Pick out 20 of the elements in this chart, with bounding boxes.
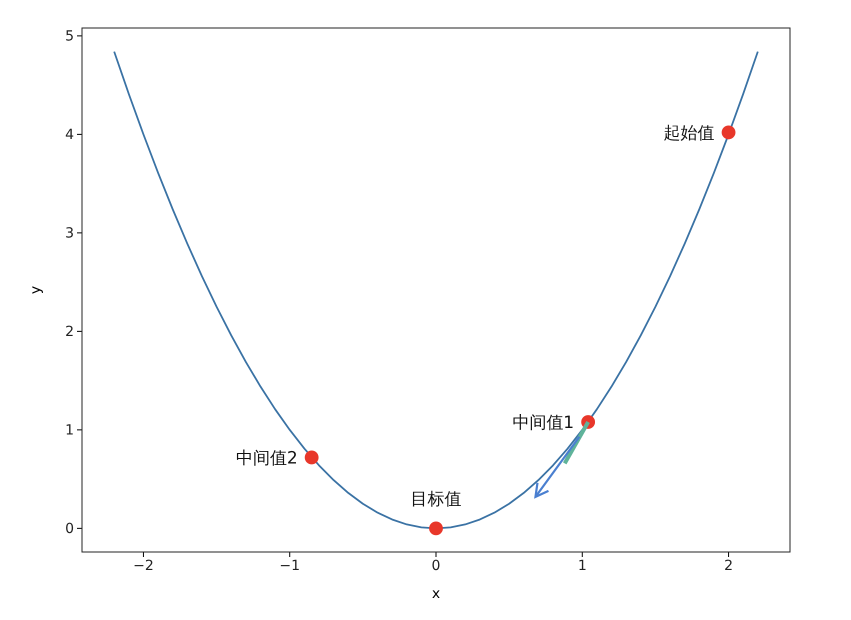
point (304, 450, 319, 464)
y-tick-label: 2 (65, 324, 74, 340)
y-tick-label: 0 (65, 520, 74, 537)
annotation: 目标值 (410, 489, 462, 510)
y-axis-title: y (28, 286, 44, 294)
annotation: 中间值1 (512, 412, 574, 433)
y-tick-label: 1 (65, 422, 74, 438)
y-tick-label: 4 (65, 126, 74, 143)
x-axis-title: x (432, 586, 440, 602)
point (429, 521, 443, 536)
x-tick-label: −1 (279, 558, 300, 574)
y-tick-label: 3 (65, 225, 74, 242)
x-tick-label: 0 (432, 558, 440, 574)
annotation: 中间值2 (236, 448, 298, 468)
x-tick-label: 1 (578, 558, 587, 574)
x-tick-label: 2 (724, 558, 734, 574)
y-tick-label: 5 (65, 28, 74, 44)
x-tick-label: −2 (133, 558, 154, 574)
point (722, 126, 736, 140)
annotation: 起始值 (664, 123, 715, 144)
